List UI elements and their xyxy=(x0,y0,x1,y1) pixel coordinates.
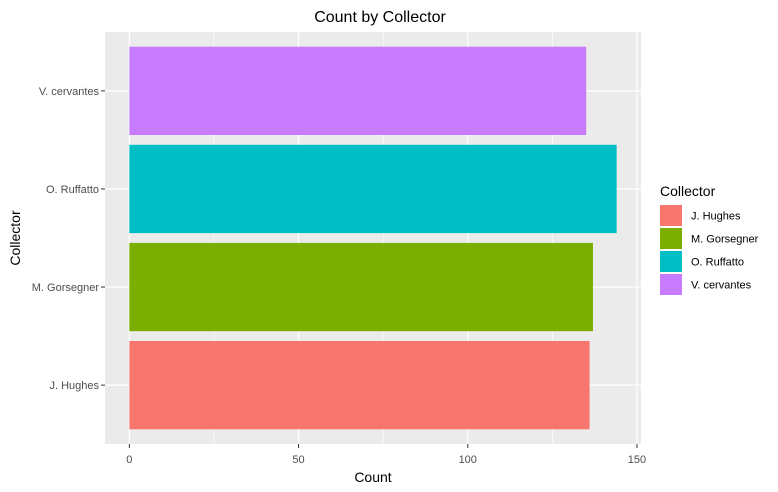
y-axis-ticks: J. Hughes M. Gorsegner O. Ruffatto V. cerva… xyxy=(32,86,105,392)
legend-label: O. Ruffatto xyxy=(691,257,744,269)
chart-title: Count by Collector xyxy=(314,9,446,26)
y-tick-label: M. Gorsegner xyxy=(32,282,100,294)
bars xyxy=(129,46,617,430)
legend-key xyxy=(660,205,682,226)
x-tick-label: 150 xyxy=(628,454,646,466)
y-axis-title: Collector xyxy=(7,210,23,266)
bar-m-gorsegner xyxy=(129,242,593,332)
legend-title: Collector xyxy=(660,183,716,199)
y-tick-label: O. Ruffatto xyxy=(46,184,99,196)
legend-label: M. Gorsegner xyxy=(691,234,759,246)
y-tick-label: V. cervantes xyxy=(39,86,100,98)
y-tick-label: J. Hughes xyxy=(49,380,99,392)
bar-j-hughes xyxy=(129,341,590,430)
legend-label: V. cervantes xyxy=(691,280,752,292)
x-tick-label: 0 xyxy=(126,454,132,466)
legend-key xyxy=(660,274,682,295)
x-axis-ticks: 0 50 100 150 xyxy=(126,444,646,466)
legend-items: J. Hughes M. Gorsegner O. Ruffatto V. cerva… xyxy=(660,205,759,295)
legend-label: J. Hughes xyxy=(691,211,741,223)
bar-o-ruffatto xyxy=(129,144,617,234)
legend-key xyxy=(660,228,682,249)
x-axis-title: Count xyxy=(354,469,391,485)
x-tick-label: 50 xyxy=(292,454,304,466)
x-tick-label: 100 xyxy=(459,454,477,466)
legend: Collector J. Hughes M. Gorsegner O. Ruffat… xyxy=(660,183,759,295)
legend-key xyxy=(660,251,682,272)
bar-v-cervantes xyxy=(129,46,587,135)
